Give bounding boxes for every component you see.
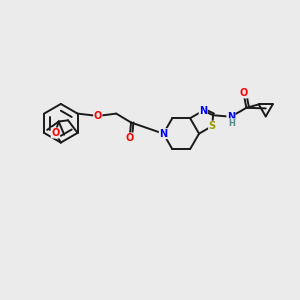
Text: O: O bbox=[125, 133, 134, 143]
Text: O: O bbox=[51, 128, 59, 138]
Text: N: N bbox=[159, 129, 167, 139]
Text: S: S bbox=[208, 121, 216, 131]
Text: H: H bbox=[228, 119, 235, 128]
Text: N: N bbox=[199, 106, 207, 116]
Text: O: O bbox=[239, 88, 247, 98]
Text: N: N bbox=[227, 112, 235, 122]
Text: O: O bbox=[94, 111, 102, 121]
